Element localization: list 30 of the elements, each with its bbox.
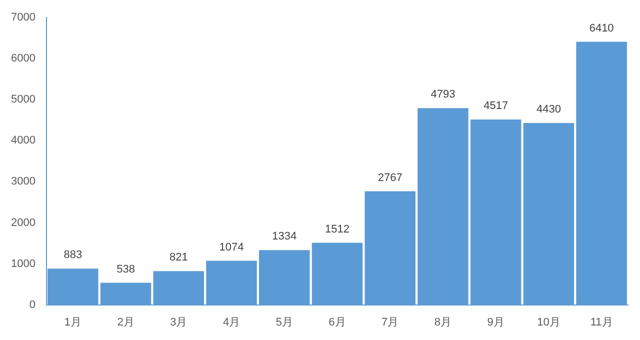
x-tick-label: 2月 xyxy=(117,316,134,328)
x-tick-label: 10月 xyxy=(537,316,560,328)
data-label: 1512 xyxy=(324,223,350,236)
x-tick-label: 4月 xyxy=(222,316,240,328)
data-label: 1334 xyxy=(272,230,297,243)
data-label: 4430 xyxy=(536,104,561,116)
data-label: 2767 xyxy=(378,172,402,184)
y-tick-label: 5000 xyxy=(10,94,36,106)
data-label: 6410 xyxy=(589,22,614,34)
data-label: 4793 xyxy=(430,88,456,101)
x-tick-label: 7月 xyxy=(382,316,399,328)
x-tick-label: 8月 xyxy=(434,316,452,328)
x-tick-label: 9月 xyxy=(487,316,504,328)
x-tick-label: 5月 xyxy=(276,316,293,328)
y-tick-label: 4000 xyxy=(10,134,36,147)
x-tick-label: 1月 xyxy=(64,316,82,328)
data-label: 821 xyxy=(169,252,188,264)
x-tick-label: 3月 xyxy=(170,316,188,328)
data-label: 4517 xyxy=(484,100,508,112)
y-tick-label: 6000 xyxy=(10,52,36,65)
y-tick-label: 7000 xyxy=(10,12,36,24)
x-tick-label: 6月 xyxy=(328,316,346,328)
x-tick-label: 11月 xyxy=(590,316,613,328)
data-label: 538 xyxy=(116,263,135,276)
y-tick-label: 1000 xyxy=(10,258,36,270)
y-tick-label: 2000 xyxy=(10,216,36,229)
y-tick-label: 3000 xyxy=(10,176,36,188)
data-label: 1074 xyxy=(219,241,244,254)
y-tick-label: 0 xyxy=(29,298,36,311)
data-label: 883 xyxy=(64,249,82,262)
